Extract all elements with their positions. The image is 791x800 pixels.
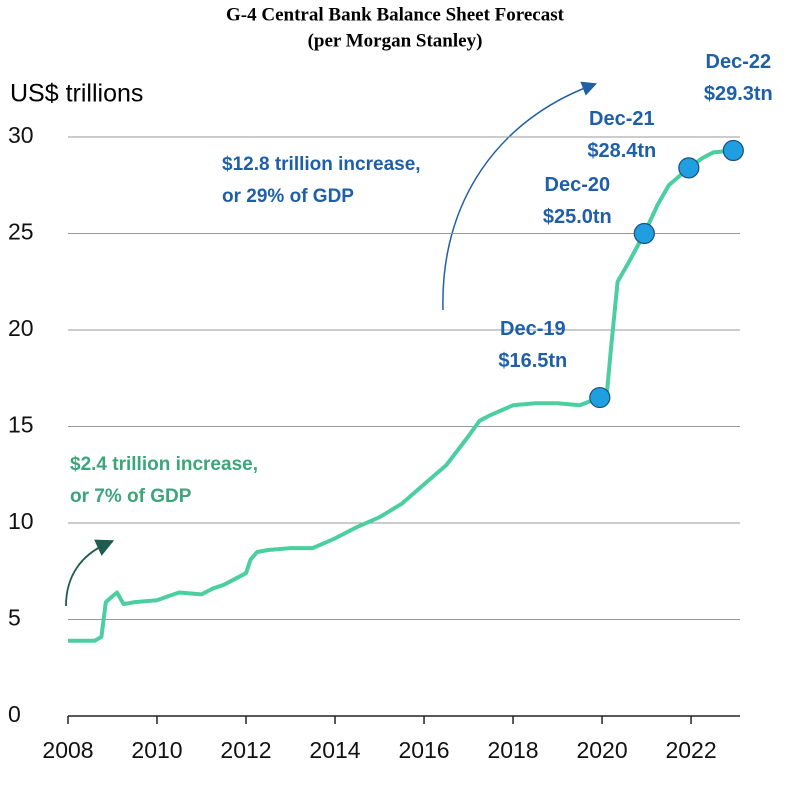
chart-title: G-4 Central Bank Balance Sheet Forecast xyxy=(226,4,565,25)
x-tick-label: 2014 xyxy=(309,737,360,763)
highlight-date: Dec-21 xyxy=(589,108,655,130)
annotation: or 7% of GDP xyxy=(70,486,192,507)
x-tick-label: 2018 xyxy=(487,737,538,763)
highlight-value: $25.0tn xyxy=(543,206,612,228)
x-tick-label: 2008 xyxy=(42,737,93,763)
data-line xyxy=(68,148,734,643)
y-tick-label: 0 xyxy=(8,701,21,727)
x-tick-label: 2016 xyxy=(398,737,449,763)
x-tick-label: 2010 xyxy=(131,737,182,763)
arrow xyxy=(442,81,598,311)
y-tick-label: 15 xyxy=(8,412,34,438)
highlight-point xyxy=(678,157,700,179)
y-tick-label: 25 xyxy=(8,219,34,245)
annotation: or 29% of GDP xyxy=(222,186,354,207)
annotation: $2.4 trillion increase, xyxy=(70,454,258,475)
y-tick-label: 10 xyxy=(8,508,34,534)
x-tick-label: 2020 xyxy=(576,737,627,763)
x-tick-label: 2022 xyxy=(665,737,716,763)
highlight-point xyxy=(722,139,744,162)
highlight-value: $16.5tn xyxy=(498,350,567,372)
highlight-date: Dec-20 xyxy=(545,174,611,196)
annotation: $12.8 trillion increase, xyxy=(222,154,421,175)
y-tick-label: 5 xyxy=(8,605,21,631)
chart-subtitle: (per Morgan Stanley) xyxy=(308,30,483,51)
x-tick-label: 2012 xyxy=(220,737,271,763)
y-tick-label: 30 xyxy=(8,122,34,148)
y-axis-label: US$ trillions xyxy=(10,80,143,108)
highlight-date: Dec-22 xyxy=(706,51,772,73)
highlight-date: Dec-19 xyxy=(500,318,566,340)
highlight-value: $29.3tn xyxy=(704,83,773,105)
highlight-value: $28.4tn xyxy=(587,140,656,162)
highlight-point xyxy=(589,386,611,409)
arrow xyxy=(65,539,115,607)
y-tick-label: 20 xyxy=(8,315,34,341)
highlight-point xyxy=(633,222,655,245)
